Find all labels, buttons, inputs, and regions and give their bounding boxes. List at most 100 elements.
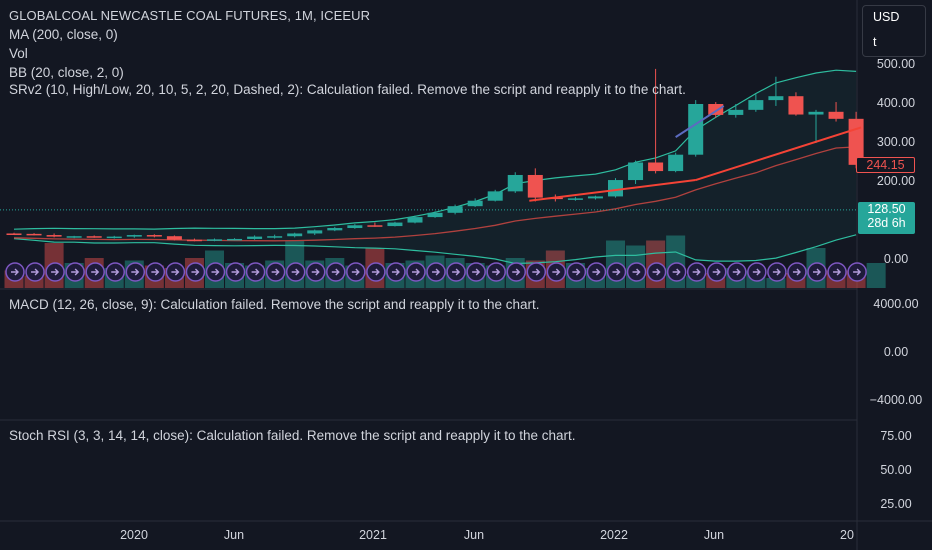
level-price-value: 128.50 bbox=[867, 202, 906, 216]
candle-body bbox=[146, 235, 162, 237]
event-arrow-icon bbox=[853, 268, 862, 276]
legend-ma[interactable]: MA (200, close, 0) bbox=[9, 27, 118, 42]
last-price-tag: 244.15 bbox=[856, 157, 915, 173]
event-arrow-icon bbox=[51, 268, 60, 276]
trend-line bbox=[529, 179, 696, 202]
legend-bollinger[interactable]: BB (20, close, 2, 0) bbox=[9, 65, 124, 80]
macd-axis-label: 0.00 bbox=[883, 345, 909, 359]
time-axis-label: Jun bbox=[703, 528, 725, 542]
moving-average-line bbox=[13, 146, 857, 242]
trend-line bbox=[675, 105, 725, 138]
volume-bar bbox=[866, 263, 886, 288]
time-axis-label: 2021 bbox=[359, 528, 387, 542]
candle-body bbox=[367, 225, 383, 227]
price-axis-label: 0.00 bbox=[883, 252, 909, 266]
event-arrow-icon bbox=[171, 268, 180, 276]
macd-pane-label[interactable]: MACD (12, 26, close, 9): Calculation fai… bbox=[9, 297, 540, 312]
event-arrow-icon bbox=[412, 268, 420, 276]
event-arrow-icon bbox=[291, 268, 300, 276]
stoch-rsi-pane-label[interactable]: Stoch RSI (3, 3, 14, 14, close): Calcula… bbox=[9, 428, 576, 443]
candle-body bbox=[628, 162, 644, 181]
event-arrow-icon bbox=[151, 268, 160, 276]
candle-body bbox=[227, 238, 243, 241]
event-arrow-icon bbox=[131, 268, 140, 276]
event-arrow-icon bbox=[31, 268, 40, 276]
event-arrow-icon bbox=[452, 268, 461, 276]
candle-body bbox=[46, 235, 62, 237]
volume-bar bbox=[766, 278, 786, 288]
time-axis-label: 2020 bbox=[120, 528, 148, 542]
time-axis-label: 2022 bbox=[600, 528, 628, 542]
legend-volume[interactable]: Vol bbox=[9, 46, 28, 61]
macd-axis-label: −4000.00 bbox=[869, 393, 923, 407]
event-arrow-icon bbox=[772, 268, 781, 276]
candle-body bbox=[166, 236, 182, 240]
event-arrow-icon bbox=[351, 268, 360, 276]
currency-unit-button[interactable]: USD t bbox=[862, 5, 926, 57]
event-arrow-icon bbox=[552, 268, 561, 276]
candle-body bbox=[728, 109, 744, 115]
candle-body bbox=[527, 174, 543, 198]
time-axis-label: 20 bbox=[840, 528, 854, 542]
event-arrow-icon bbox=[612, 268, 621, 276]
candle-body bbox=[387, 222, 403, 227]
legend-srv2[interactable]: SRv2 (10, High/Low, 20, 10, 5, 2, 20, Da… bbox=[9, 82, 686, 97]
ma-line bbox=[13, 146, 857, 242]
event-arrow-icon bbox=[592, 268, 601, 276]
event-arrow-icon bbox=[652, 268, 661, 276]
trend-lines bbox=[529, 105, 862, 202]
event-arrow-icon bbox=[231, 268, 240, 276]
event-arrow-icon bbox=[752, 268, 761, 276]
candle-body bbox=[407, 217, 423, 223]
candle-body bbox=[567, 198, 583, 200]
candle-body bbox=[6, 233, 22, 235]
candle-body bbox=[748, 100, 764, 110]
event-arrow-icon bbox=[572, 268, 581, 276]
candle-body bbox=[267, 236, 283, 238]
candle-body bbox=[828, 111, 844, 119]
candle-body bbox=[487, 191, 503, 201]
event-arrow-icon bbox=[371, 268, 380, 276]
candle-body bbox=[186, 239, 202, 242]
event-arrow-icon bbox=[792, 268, 801, 276]
event-arrow-icon bbox=[432, 268, 441, 276]
event-arrow-icon bbox=[512, 268, 521, 276]
event-arrow-icon bbox=[732, 268, 741, 276]
stoch-axis-label: 75.00 bbox=[880, 429, 912, 443]
candle-body bbox=[287, 233, 303, 237]
candle-body bbox=[507, 174, 523, 192]
candle-body bbox=[327, 228, 343, 231]
event-arrow-icon bbox=[813, 268, 821, 276]
stoch-axis-label: 50.00 bbox=[880, 463, 912, 477]
candle-body bbox=[447, 206, 463, 213]
event-arrow-icon bbox=[71, 268, 80, 276]
candle-body bbox=[427, 212, 443, 218]
event-arrow-icon bbox=[91, 268, 100, 276]
event-arrow-icon bbox=[311, 268, 320, 276]
bollinger-lower bbox=[13, 234, 857, 265]
candle-body bbox=[126, 235, 142, 237]
unit-label: t bbox=[873, 35, 877, 49]
trend-line bbox=[695, 126, 862, 182]
event-arrow-icon bbox=[532, 268, 541, 276]
event-arrow-icon bbox=[472, 268, 481, 276]
event-arrow-icon bbox=[191, 268, 200, 276]
price-axis-label: 500.00 bbox=[876, 57, 916, 71]
event-arrow-icon bbox=[251, 268, 260, 276]
candle-body bbox=[648, 162, 664, 172]
bollinger-fill bbox=[14, 70, 857, 264]
candle-body bbox=[86, 236, 102, 238]
candle-body bbox=[66, 236, 82, 238]
event-arrow-icon bbox=[672, 268, 681, 276]
currency-code: USD bbox=[873, 10, 900, 24]
candle-body bbox=[467, 200, 483, 207]
candle-body bbox=[247, 236, 263, 239]
stoch-axis-label: 25.00 bbox=[880, 497, 912, 511]
event-arrow-icon bbox=[111, 268, 120, 276]
bar-countdown: 28d 6h bbox=[867, 216, 906, 230]
event-arrow-icon bbox=[632, 268, 641, 276]
event-arrow-icon bbox=[331, 268, 340, 276]
candle-body bbox=[26, 233, 42, 236]
symbol-title[interactable]: GLOBALCOAL NEWCASTLE COAL FUTURES, 1M, I… bbox=[9, 8, 371, 23]
